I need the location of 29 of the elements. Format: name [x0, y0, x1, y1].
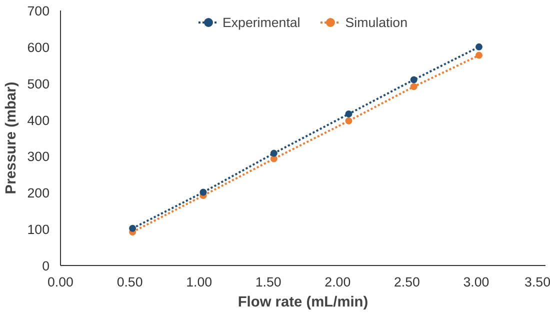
- point: [345, 117, 352, 124]
- y-tick-label: 400: [27, 112, 50, 128]
- y-tick-label: 700: [27, 4, 50, 18]
- x-tick-label: 2.00: [324, 274, 351, 290]
- y-tick-label: 500: [27, 76, 50, 92]
- y-tick-label: 200: [27, 186, 50, 201]
- x-tick-label: 3.50: [524, 274, 550, 290]
- y-axis-title: Pressure (mbar): [3, 82, 20, 194]
- y-tick-label: 600: [27, 40, 50, 55]
- point: [200, 188, 207, 196]
- point: [270, 150, 278, 157]
- x-tick-label: 0.00: [48, 274, 74, 290]
- y-tick-label: 100: [27, 222, 50, 238]
- x-tick-label: 0.50: [116, 274, 143, 290]
- y-tick-label: 300: [27, 149, 50, 164]
- legend-label: Simulation: [345, 14, 408, 30]
- x-axis-title: Flow rate (mL/min): [238, 294, 368, 310]
- point: [475, 52, 482, 59]
- point: [410, 76, 418, 84]
- x-tick-label: 3.00: [463, 274, 490, 290]
- point: [129, 224, 136, 232]
- legend-label: Experimental: [222, 14, 300, 30]
- point: [410, 83, 418, 90]
- x-tick-label: 2.50: [394, 274, 420, 290]
- x-tick-label: 1.50: [255, 274, 282, 290]
- x-tick-label: 1.00: [186, 274, 212, 290]
- point: [475, 43, 482, 50]
- point: [345, 110, 352, 118]
- y-tick-label: 0: [42, 258, 50, 274]
